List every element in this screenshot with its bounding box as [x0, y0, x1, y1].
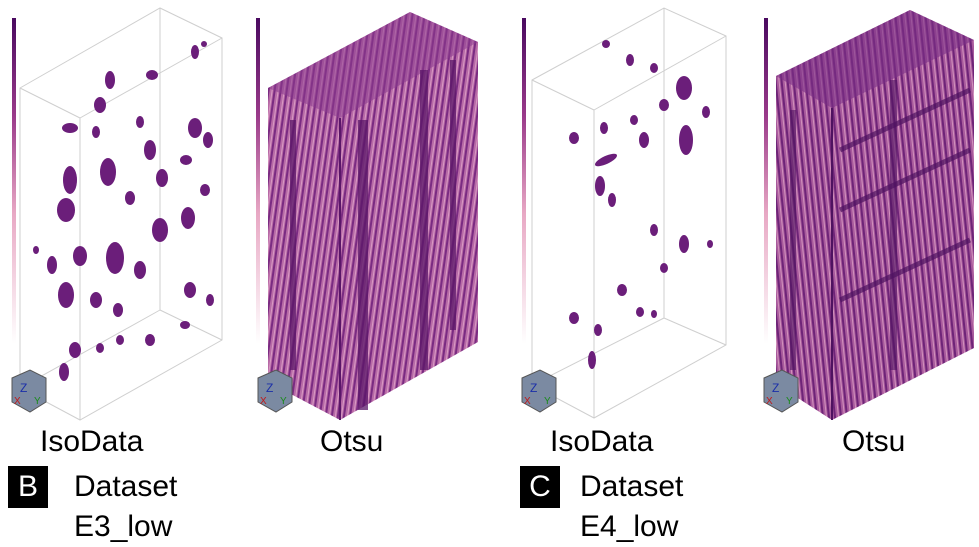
isodata-voxels [569, 40, 713, 369]
dataset-label-c: Dataset E4_low [580, 470, 684, 543]
caption-isodata-c: IsoData [550, 425, 654, 458]
caption-isodata-b: IsoData [40, 425, 144, 458]
caption-otsu-c: Otsu [842, 425, 906, 458]
colorbar [764, 18, 768, 344]
otsu-render-b: Z X Y [256, 12, 478, 420]
svg-text:Y: Y [786, 396, 793, 407]
svg-text:X: X [260, 396, 267, 407]
svg-text:X: X [766, 396, 773, 407]
panel-letter-b: B [8, 466, 48, 508]
caption-otsu-b: Otsu [320, 425, 384, 458]
orientation-cube-icon[interactable]: Z X Y [763, 369, 799, 413]
isodata-render-b: Z X Y [11, 7, 223, 421]
orientation-cube-icon[interactable]: Z X Y [521, 369, 557, 413]
isodata-voxels [33, 41, 214, 381]
svg-text:X: X [14, 396, 21, 407]
orientation-cube-icon[interactable]: Z X Y [257, 369, 293, 413]
svg-text:Z: Z [530, 381, 537, 395]
isodata-render-c: Z X Y [521, 7, 727, 419]
svg-text:Y: Y [34, 396, 41, 407]
svg-text:Z: Z [772, 381, 779, 395]
colorbar [522, 18, 526, 344]
svg-text:Z: Z [20, 381, 27, 395]
colorbar [12, 18, 16, 344]
svg-text:Z: Z [266, 381, 273, 395]
colorbar [256, 18, 260, 344]
svg-text:X: X [524, 396, 531, 407]
otsu-render-c: Z X Y [763, 10, 974, 420]
orientation-cube-icon[interactable]: Z X Y [11, 369, 47, 413]
svg-text:Y: Y [544, 396, 551, 407]
dataset-label-b: Dataset E3_low [74, 470, 178, 543]
panel-letter-c: C [520, 466, 560, 508]
bounding-box [531, 7, 727, 419]
svg-text:Y: Y [280, 396, 287, 407]
